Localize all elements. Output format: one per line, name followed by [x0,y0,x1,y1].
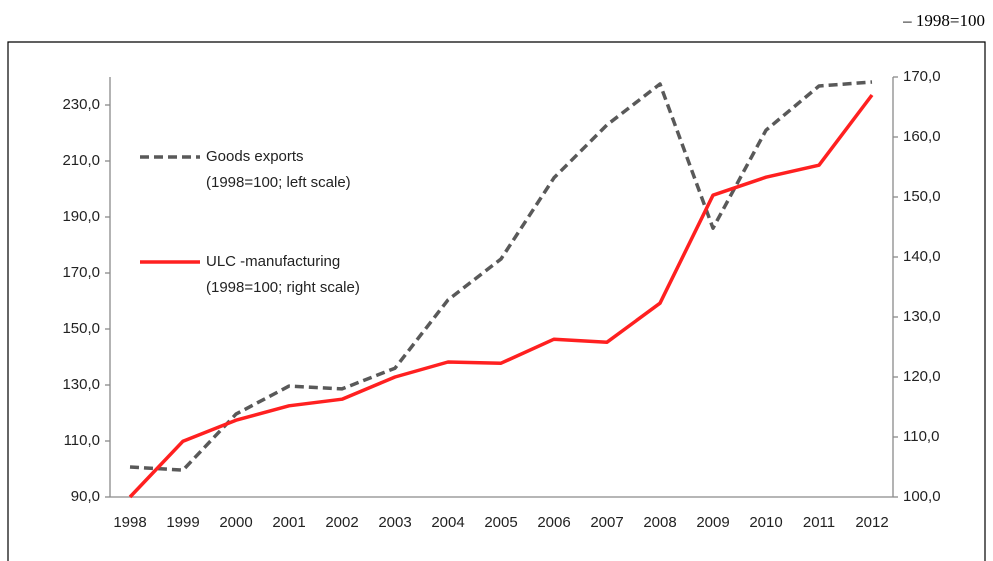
chart-frame [7,41,986,561]
y-tick-label: 110,0 [64,432,100,449]
y-tick-label: 210,0 [62,152,100,169]
y2-tick-label: 130,0 [903,308,941,325]
x-tick-label: 1999 [166,514,199,531]
x-tick-label: 2001 [272,514,305,531]
legend-label: ULC -manufacturing [206,253,340,270]
x-tick-label: 2011 [803,514,835,531]
x-tick-label: 1998 [113,514,146,531]
y-tick-label: 150,0 [62,320,100,337]
y2-tick-label: 170,0 [903,68,941,85]
series-line [129,80,873,472]
x-tick-label: 2000 [219,514,252,531]
x-tick-label: 2005 [484,514,517,531]
x-tick-label: 2002 [325,514,358,531]
x-tick-label: 2012 [855,514,888,531]
x-tick-label: 2003 [378,514,411,531]
x-tick-label: 2007 [590,514,623,531]
y-tick-label: 190,0 [62,208,100,225]
series-line [128,93,874,499]
y2-tick-label: 120,0 [903,368,941,385]
y-tick-label: 230,0 [62,96,100,113]
y2-tick-label: 100,0 [903,488,941,505]
legend-note: (1998=100; right scale) [206,279,360,296]
unit-note: – 1998=100 [902,11,985,30]
y-tick-label: 130,0 [62,376,100,393]
x-tick-label: 2009 [696,514,729,531]
y-tick-label: 170,0 [62,264,100,281]
y2-tick-label: 110,0 [903,428,939,445]
x-tick-label: 2010 [749,514,782,531]
legend-label: Goods exports [206,148,304,165]
x-tick-label: 2008 [643,514,676,531]
y-tick-label: 90,0 [71,488,100,505]
y2-tick-label: 140,0 [903,248,941,265]
x-tick-label: 2004 [431,514,464,531]
legend-note: (1998=100; left scale) [206,174,351,191]
y2-tick-label: 150,0 [903,188,941,205]
y2-tick-label: 160,0 [903,128,941,145]
x-tick-label: 2006 [537,514,570,531]
